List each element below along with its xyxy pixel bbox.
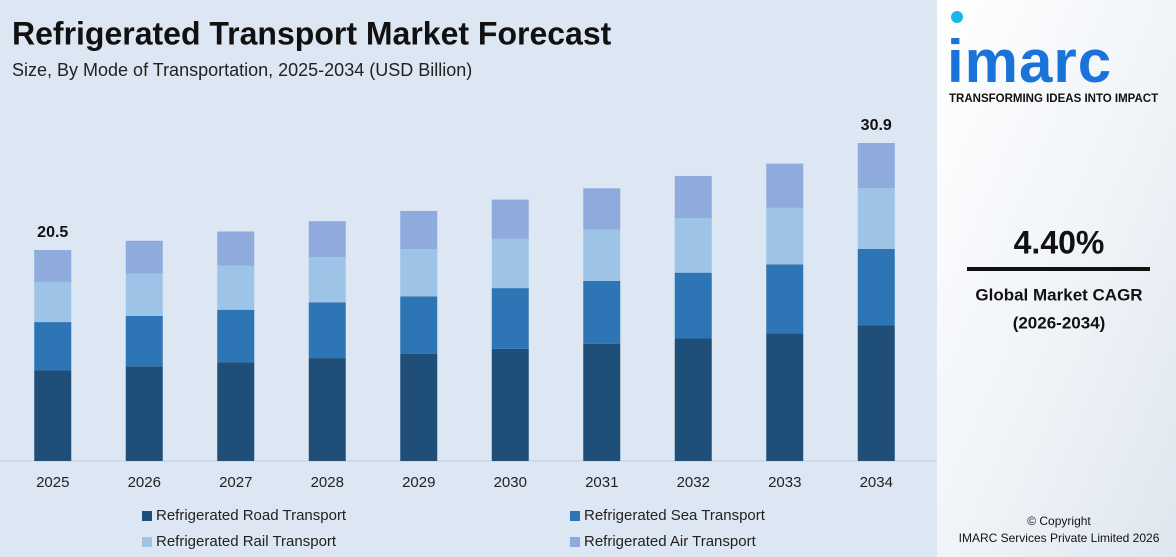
bar-segment	[34, 250, 72, 282]
bar-segment	[674, 338, 712, 461]
bar-segment	[674, 218, 712, 273]
copyright: © Copyright	[1027, 514, 1091, 528]
bar-segment	[217, 362, 255, 461]
bar-segment	[125, 366, 163, 461]
bar-segment	[308, 358, 346, 461]
legend-swatch	[142, 537, 152, 547]
bar-segment	[125, 273, 163, 316]
bar-segment	[491, 288, 529, 349]
x-tick-label: 2032	[677, 474, 710, 491]
x-tick-label: 2025	[36, 474, 69, 491]
tagline: TRANSFORMING IDEAS INTO IMPACT	[949, 93, 1158, 105]
x-tick-label: 2033	[768, 474, 801, 491]
x-tick-label: 2026	[128, 474, 161, 491]
bar-segment	[857, 143, 895, 189]
bar-segment	[491, 199, 529, 239]
bar-segment	[400, 210, 438, 249]
bar-segment	[766, 163, 804, 208]
chart-title: Refrigerated Transport Market Forecast	[12, 15, 612, 51]
bar-segment	[308, 221, 346, 258]
sidebar-background	[937, 0, 1176, 557]
bar-segment	[674, 175, 712, 219]
bar-segment	[34, 322, 72, 371]
bar-segment	[583, 343, 621, 461]
cagr-period: (2026-2034)	[1013, 313, 1106, 332]
bar-segment	[674, 272, 712, 339]
bar-segment	[125, 240, 163, 274]
bar-segment	[491, 348, 529, 461]
bar-segment	[400, 249, 438, 297]
bar-segment	[217, 309, 255, 363]
bar-segment	[400, 353, 438, 461]
cagr-rule	[967, 267, 1150, 271]
logo-dot	[951, 11, 963, 23]
legend-swatch	[570, 537, 580, 547]
x-tick-label: 2029	[402, 474, 435, 491]
bar-segment	[766, 264, 804, 334]
legend-label: Refrigerated Rail Transport	[156, 533, 337, 550]
bar-segment	[583, 188, 621, 230]
x-tick-label: 2027	[219, 474, 252, 491]
bar-segment	[34, 370, 72, 461]
legend-label: Refrigerated Road Transport	[156, 507, 347, 524]
bar-segment	[766, 207, 804, 265]
legend-label: Refrigerated Air Transport	[584, 533, 757, 550]
legend-swatch	[570, 511, 580, 521]
bar-segment	[857, 325, 895, 461]
bar-segment	[491, 238, 529, 289]
x-tick-label: 2031	[585, 474, 618, 491]
x-tick-label: 2034	[860, 474, 893, 491]
bar-segment	[217, 231, 255, 266]
company: IMARC Services Private Limited 2026	[959, 531, 1160, 545]
bar-segment	[308, 257, 346, 303]
bar-segment	[217, 265, 255, 310]
bar-segment	[583, 229, 621, 281]
x-tick-label: 2028	[311, 474, 344, 491]
bar-segment	[308, 302, 346, 359]
chart-subtitle: Size, By Mode of Transportation, 2025-20…	[12, 60, 472, 80]
bar-segment	[857, 249, 895, 326]
bar-segment	[125, 315, 163, 367]
bar-segment	[857, 188, 895, 249]
x-tick-label: 2030	[494, 474, 527, 491]
total-label: 20.5	[37, 224, 68, 241]
legend-label: Refrigerated Sea Transport	[584, 507, 766, 524]
bar-segment	[400, 296, 438, 354]
bar-segment	[34, 281, 72, 323]
total-label: 30.9	[861, 117, 892, 134]
legend-swatch	[142, 511, 152, 521]
bar-segment	[583, 280, 621, 344]
bar-segment	[766, 333, 804, 461]
logo: imarc	[947, 28, 1112, 95]
cagr-label: Global Market CAGR	[975, 285, 1142, 304]
cagr-value: 4.40%	[1014, 224, 1105, 260]
